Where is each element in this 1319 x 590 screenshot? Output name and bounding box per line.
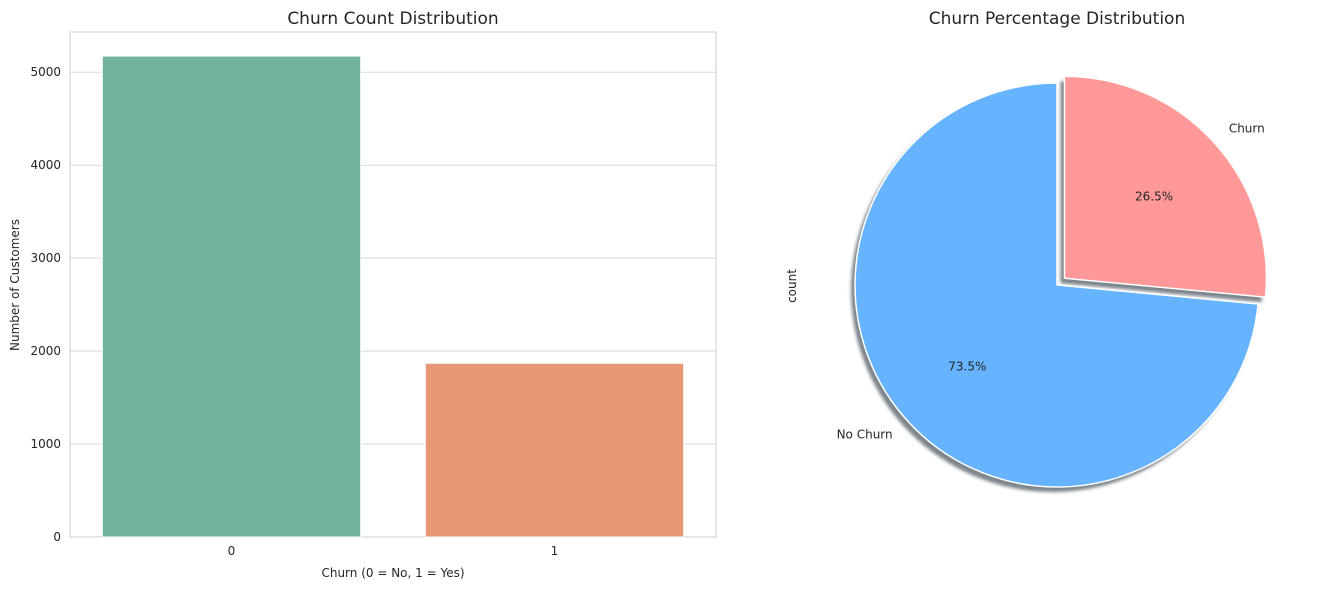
bar-x-axis-label: Churn (0 = No, 1 = Yes) [321,566,464,580]
pie-chart: Churn Percentage Distribution count No C… [785,9,1268,492]
bar-marks [101,55,685,538]
bar-chart-title: Churn Count Distribution [287,9,498,29]
bar-chart: Churn Count Distribution 0 1000 2000 3000 40… [8,9,717,580]
bar-y-axis-label: Number of Customers [8,219,22,351]
bar-x-tick-label: 0 [228,544,236,558]
bar-plot-frame [69,31,717,538]
pie-category-label: No Churn [837,428,893,442]
pie-percent-label: 73.5% [948,360,986,374]
pie-labels: No Churn 73.5% Churn 26.5% [837,122,1265,442]
pie-slice-churn [1063,75,1268,299]
pie-slices [854,75,1268,488]
bar-y-tick-labels: 0 1000 2000 3000 4000 5000 [30,65,61,544]
bar-y-tick-label: 3000 [30,251,61,265]
pie-percent-label: 26.5% [1135,190,1173,204]
bar-y-tick-label: 4000 [30,158,61,172]
pie-slice-no-churn [854,82,1259,488]
bar-y-tick-label: 0 [53,530,61,544]
pie-category-label: Churn [1229,122,1265,136]
bar-x-tick-label: 1 [551,544,559,558]
pie-y-axis-label: count [785,269,799,303]
pie-chart-title: Churn Percentage Distribution [929,9,1186,29]
bar-y-tick-label: 2000 [30,344,61,358]
bar-y-tick-label: 5000 [30,65,61,79]
bar-0 [101,55,362,538]
bar-y-tick-label: 1000 [30,437,61,451]
bar-1 [424,362,685,538]
